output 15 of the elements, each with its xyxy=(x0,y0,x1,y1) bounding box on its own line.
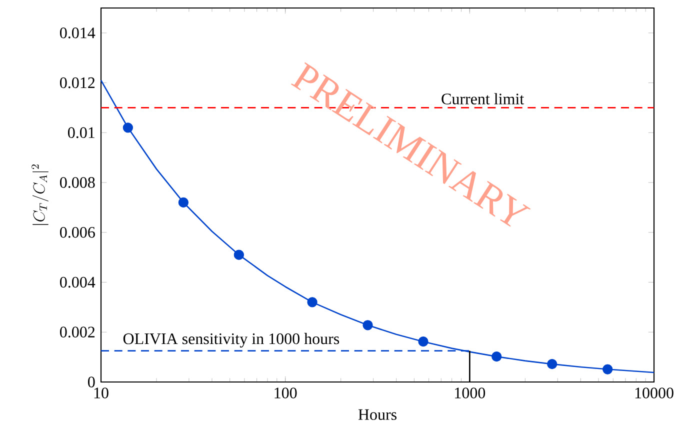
series-label: OLIVIA sensitivity in 1000 hours xyxy=(123,332,340,348)
y-tick-label: 0.01 xyxy=(68,127,94,138)
y-tick-label: 0.006 xyxy=(60,226,95,238)
y-axis-title: $|C_T/C_A|^2$ xyxy=(32,164,48,225)
y-tick-label: 0 xyxy=(88,376,95,388)
y-tick-label: 0.012 xyxy=(60,77,95,88)
y-tick-label: 0.008 xyxy=(60,177,95,188)
y-tick-label: 0.014 xyxy=(60,27,96,38)
x-tick-label: 100 xyxy=(274,388,297,398)
x-tick-label: 1000 xyxy=(455,388,486,398)
y-tick-label: 0.004 xyxy=(60,276,96,288)
y-tick-label: 0.002 xyxy=(60,326,95,338)
x-axis-title: Hours xyxy=(358,409,396,420)
x-tick-label: 10 xyxy=(94,388,108,398)
x-tick-label: 10000 xyxy=(635,388,674,398)
